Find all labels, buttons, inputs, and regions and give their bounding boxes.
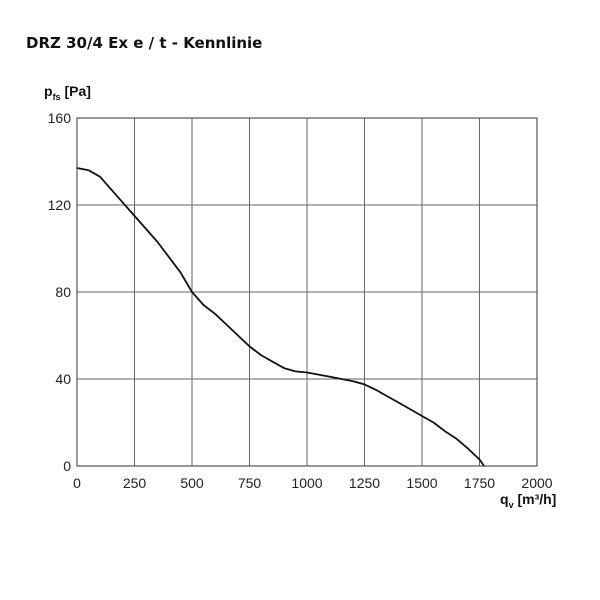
tick-labels: 0 250 500 750 1000 1250 1500 1750 2000 0 40 80 120 16… [48,110,553,491]
x-axis-label: qv [m³/h] [500,491,556,510]
grid-lines [76,117,538,467]
x-tick-label: 750 [238,475,262,491]
series-group [76,167,486,467]
characteristic-curve [76,167,486,467]
chart-title: DRZ 30/4 Ex e / t - Kennlinie [26,34,263,52]
x-tick-label: 1250 [349,475,380,491]
x-axis-unit: [m³/h] [517,491,557,507]
y-tick-label: 80 [55,284,71,300]
y-tick-label: 120 [48,197,72,213]
y-tick-label: 160 [48,110,72,126]
plot-frame [76,117,538,467]
y-axis-subscript: fs [52,91,61,102]
x-tick-label: 1000 [291,475,322,491]
x-tick-label: 1500 [406,475,437,491]
x-axis-symbol: q [500,491,509,507]
x-tick-label: 250 [123,475,147,491]
y-axis-symbol: p [44,83,53,99]
x-tick-label: 1750 [464,475,495,491]
y-tick-label: 40 [55,371,71,387]
x-axis-subscript: v [508,499,514,510]
y-axis-unit: [Pa] [64,83,91,99]
x-tick-label: 0 [73,475,81,491]
y-tick-label: 0 [63,458,71,474]
x-tick-label: 500 [180,475,204,491]
y-axis-label: pfs [Pa] [44,83,91,102]
x-tick-label: 2000 [521,475,552,491]
